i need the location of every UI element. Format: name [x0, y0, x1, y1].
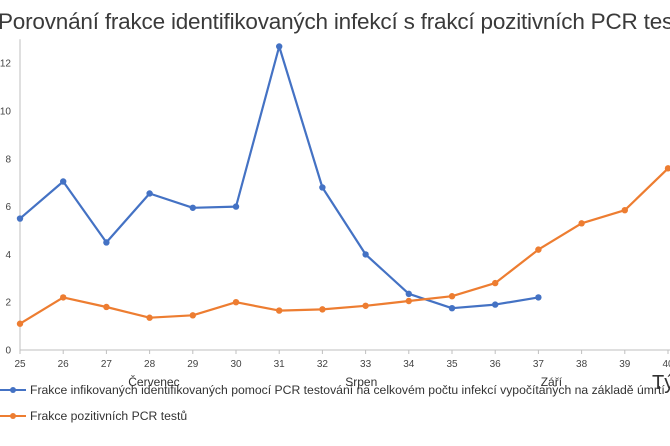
data-point-series-1 — [319, 184, 326, 191]
legend-swatch-1 — [0, 384, 26, 396]
x-tick-label: 35 — [446, 359, 458, 370]
data-point-series-1 — [146, 190, 153, 197]
data-point-series-2 — [16, 320, 24, 327]
legend-label-1: Frakce infikovaných identifikovaných pom… — [30, 383, 665, 397]
data-point-series-2 — [60, 294, 67, 301]
data-point-series-2 — [492, 279, 499, 287]
data-point-series-1 — [492, 301, 499, 308]
data-point-series-2 — [664, 165, 670, 172]
data-point-series-2 — [276, 307, 283, 314]
y-tick-label: 0 — [5, 346, 11, 357]
series-layer — [16, 43, 670, 327]
data-point-series-1 — [405, 290, 412, 298]
month-label: Září — [541, 375, 563, 389]
data-point-series-1 — [276, 43, 283, 50]
x-tick-label: 40 — [662, 359, 670, 370]
y-tick-label: 12 — [0, 59, 11, 70]
data-point-series-2 — [146, 314, 153, 321]
x-tick-label: 38 — [576, 359, 588, 370]
data-point-series-1 — [362, 251, 369, 258]
y-tick-label: 8 — [5, 154, 11, 165]
x-tick-label: 37 — [533, 359, 545, 370]
series-line-1 — [19, 45, 539, 310]
x-tick-label: 30 — [230, 359, 242, 370]
x-tick-label: 31 — [274, 359, 286, 370]
chart-title: Porovnání frakce identifikovaných infekc… — [0, 9, 670, 34]
x-tick-label: 25 — [14, 359, 26, 370]
data-point-series-2 — [319, 306, 326, 313]
x-tick-label: 26 — [58, 359, 70, 370]
x-tick-label: 32 — [317, 359, 329, 370]
data-point-series-2 — [621, 206, 628, 214]
data-point-series-1 — [448, 304, 456, 312]
legend-item-series-2: Frakce pozitivních PCR testů — [0, 409, 187, 423]
legend-swatch-2 — [0, 410, 26, 422]
data-point-series-1 — [535, 294, 542, 301]
data-point-series-1 — [16, 215, 24, 222]
data-point-series-1 — [103, 239, 110, 246]
data-point-series-2 — [362, 302, 369, 309]
axes — [19, 39, 670, 354]
data-point-series-2 — [189, 312, 196, 319]
legend-label-2: Frakce pozitivních PCR testů — [30, 409, 188, 423]
y-tick-label: 4 — [5, 250, 11, 261]
data-point-series-1 — [60, 178, 67, 185]
data-point-series-2 — [448, 293, 456, 300]
data-point-series-1 — [189, 204, 196, 211]
data-point-series-2 — [232, 299, 240, 306]
x-tick-label: 39 — [619, 359, 631, 370]
x-tick-label: 33 — [360, 359, 372, 370]
y-tick-label: 2 — [5, 298, 11, 309]
x-tick-label: 28 — [144, 359, 156, 370]
data-point-series-2 — [578, 220, 585, 227]
x-tick-label: 27 — [101, 359, 113, 370]
data-point-series-2 — [405, 297, 412, 305]
data-point-series-1 — [232, 203, 240, 210]
x-axis-label: Týden — [652, 372, 670, 394]
x-tick-label: 29 — [187, 359, 199, 370]
y-tick-label: 10 — [0, 107, 11, 118]
month-labels: Červenec Srpen Září — [128, 374, 562, 389]
month-label: Červenec — [128, 374, 179, 389]
series-line-2 — [19, 167, 669, 325]
x-tick-label: 36 — [490, 359, 502, 370]
data-point-series-2 — [535, 246, 542, 253]
legend-item-series-1: Frakce infikovaných identifikovaných pom… — [0, 383, 665, 397]
tick-labels: 0 2 4 6 8 10 12 25 26 27 28 29 30 31 32 33 34 35 36 37 38 39 4… — [0, 59, 670, 370]
data-point-series-2 — [103, 303, 110, 311]
x-tick-label: 34 — [403, 359, 415, 370]
y-tick-label: 6 — [5, 202, 11, 213]
month-label: Srpen — [345, 375, 377, 389]
